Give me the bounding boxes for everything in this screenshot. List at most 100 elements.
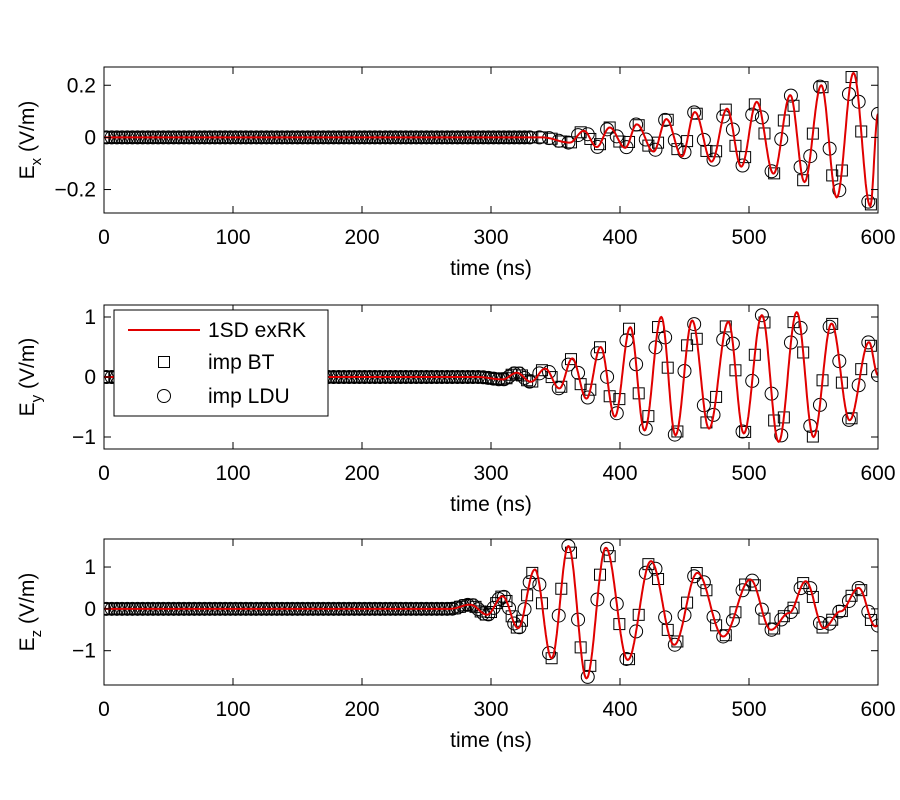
y-axis-label: Ez (V/m)	[16, 573, 45, 652]
x-axis-label: time (ns)	[450, 729, 532, 752]
x-tick-label: 600	[860, 462, 895, 485]
imp-bt-marker	[700, 584, 713, 597]
imp-ldu-marker	[658, 112, 673, 127]
x-tick-label: 100	[215, 462, 250, 485]
imp-ldu-marker	[822, 616, 837, 631]
subplot-3: 0 100 200 300 400 500 600 −1 0 1 time (ns) Ez (V/m)	[16, 538, 896, 752]
x-tick-label: 100	[215, 698, 250, 721]
legend-label: 1SD exRK	[208, 319, 306, 342]
x-tick-label: 0	[98, 698, 110, 721]
x-tick-label: 200	[344, 698, 379, 721]
imp-ldu-marker	[812, 615, 827, 630]
imp-ldu-marker	[600, 541, 615, 556]
imp-ldu-marker	[783, 88, 798, 103]
imp-bt-marker	[748, 98, 761, 111]
x-tick-label: 600	[860, 698, 895, 721]
x-tick-label: 0	[98, 226, 110, 249]
imp-ldu-marker	[619, 651, 634, 666]
imp-ldu-marker	[812, 79, 827, 94]
imp-ldu-marker	[725, 122, 740, 137]
y-axis-label: Ex (V/m)	[16, 101, 45, 180]
imp-bt-marker	[806, 590, 819, 603]
imp-ldu-marker	[696, 575, 711, 590]
imp-ldu-marker	[754, 110, 769, 125]
imp-ldu-marker	[745, 107, 760, 122]
imp-ldu-marker	[561, 539, 576, 554]
imp-bt-marker	[603, 121, 616, 134]
imp-bt-marker	[603, 550, 616, 563]
imp-ldu-marker	[716, 629, 731, 644]
imp-ldu-marker	[841, 593, 856, 608]
imp-ldu-marker	[486, 600, 501, 615]
x-tick-label: 100	[215, 226, 250, 249]
x-tick-label: 300	[473, 226, 508, 249]
imp-ldu-marker	[580, 127, 595, 142]
y-label-main: E	[16, 402, 39, 416]
imp-bt-marker	[710, 619, 723, 632]
imp-ldu-marker	[648, 142, 663, 157]
imp-ldu-marker	[512, 620, 527, 635]
imp-ldu-marker	[774, 612, 789, 627]
imp-ldu-marker	[841, 412, 856, 427]
y-tick-label: 0	[84, 126, 96, 149]
imp-ldu-marker	[735, 158, 750, 173]
imp-bt-marker	[816, 621, 829, 634]
imp-ldu-marker	[571, 365, 586, 380]
imp-ldu-marker	[590, 139, 605, 154]
imp-ldu-marker	[687, 317, 702, 332]
imp-ldu-marker	[629, 117, 644, 132]
imp-ldu-marker	[629, 624, 644, 639]
imp-ldu-marker	[754, 308, 769, 323]
imp-ldu-marker	[677, 608, 692, 623]
imp-bt-marker	[594, 138, 607, 151]
imp-ldu-marker	[502, 601, 517, 616]
imp-bt-marker	[545, 371, 558, 384]
imp-bt-marker	[845, 412, 858, 425]
imp-bt-marker	[710, 145, 723, 158]
imp-ldu-marker	[455, 598, 470, 613]
x-tick-label: 400	[602, 226, 637, 249]
y-tick-label: −1	[72, 426, 96, 449]
imp-bt-marker	[661, 623, 674, 636]
imp-ldu-marker	[696, 132, 711, 147]
imp-ldu-marker	[551, 381, 566, 396]
imp-ldu-marker	[532, 366, 547, 381]
imp-ldu-marker	[687, 105, 702, 120]
imp-ldu-marker	[580, 669, 595, 684]
imp-ldu-marker	[542, 365, 557, 380]
y-label-sub: z	[28, 630, 45, 638]
imp-ldu-marker	[517, 370, 532, 385]
imp-ldu-marker	[706, 407, 721, 422]
x-tick-label: 500	[731, 226, 766, 249]
imp-ldu-marker	[522, 575, 537, 590]
imp-bt-marker	[739, 151, 752, 164]
imp-ldu-marker	[619, 140, 634, 155]
y-label-main: E	[16, 165, 39, 179]
imp-ldu-marker	[638, 132, 653, 147]
imp-ldu-marker	[450, 600, 465, 615]
y-label-unit: (V/m)	[16, 338, 39, 395]
legend-label: imp BT	[208, 351, 275, 374]
legend-label: imp LDU	[208, 385, 290, 408]
y-label-sub: x	[28, 157, 45, 165]
imp-bt-marker	[806, 430, 819, 443]
imp-ldu-marker	[861, 194, 876, 209]
imp-ldu-marker	[861, 335, 876, 350]
y-label-sub: y	[28, 394, 45, 402]
imp-bt-marker	[748, 579, 761, 592]
y-tick-label: 0	[84, 366, 96, 389]
imp-ldu-marker	[638, 565, 653, 580]
imp-bt-marker	[787, 601, 800, 614]
imp-ldu-marker	[851, 580, 866, 595]
series-line-1sd-exrk	[104, 71, 878, 208]
imp-ldu-marker	[667, 133, 682, 148]
imp-ldu-marker	[783, 605, 798, 620]
imp-ldu-marker	[774, 428, 789, 443]
imp-ldu-marker	[764, 164, 779, 179]
imp-ldu-marker	[522, 374, 537, 389]
imp-bt-marker	[690, 107, 703, 120]
imp-ldu-marker	[609, 129, 624, 144]
y-tick-label: −0.2	[55, 179, 96, 202]
imp-bt-marker	[671, 143, 684, 156]
imp-ldu-marker	[551, 133, 566, 148]
